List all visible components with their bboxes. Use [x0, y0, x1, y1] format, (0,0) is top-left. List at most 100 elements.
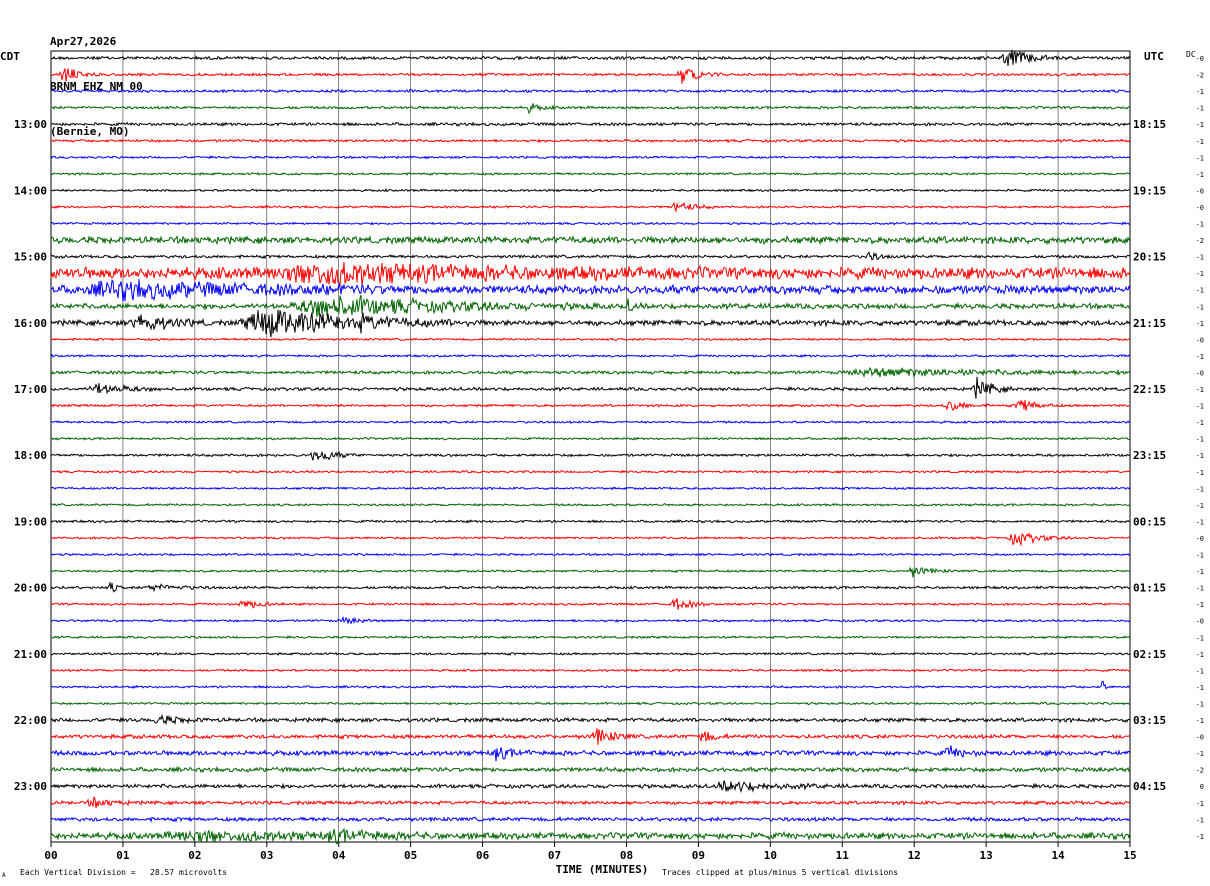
trace-line	[50, 278, 1131, 302]
dc-offset-label: -0	[1196, 55, 1204, 63]
trace-line	[50, 251, 1131, 261]
dc-offset-label: -1	[1196, 684, 1204, 692]
left-hour-label: 16:00	[14, 317, 47, 330]
dc-offset-label: -1	[1196, 436, 1204, 444]
right-hour-label: 21:15	[1133, 317, 1166, 330]
dc-offset-label: -1	[1196, 419, 1204, 427]
dc-offset-label: -1	[1196, 518, 1204, 526]
trace-line	[50, 635, 1131, 640]
x-tick-label: 02	[188, 849, 201, 862]
trace-line	[50, 615, 1131, 625]
dc-offset-label: -1	[1196, 833, 1204, 841]
right-hour-label: 18:15	[1133, 118, 1166, 131]
dc-offset-label: -1	[1196, 469, 1204, 477]
corner-mark: A	[2, 872, 6, 879]
left-hour-label: 17:00	[14, 383, 47, 396]
right-hour-label: 20:15	[1133, 251, 1166, 264]
dc-offset-label: -1	[1196, 717, 1204, 725]
trace-line	[50, 728, 1131, 745]
trace-line	[50, 337, 1131, 342]
scale-note: Each Vertical Division = 28.57 microvolt…	[20, 868, 228, 877]
x-tick-label: 15	[1123, 849, 1136, 862]
x-tick-label: 11	[836, 849, 850, 862]
right-hour-label: 00:15	[1133, 515, 1166, 528]
trace-line	[50, 234, 1131, 246]
dc-offset-label: -1	[1196, 601, 1204, 609]
location-label: (Bernie, MO)	[50, 125, 130, 138]
left-hour-label: 18:00	[14, 449, 47, 462]
trace-line	[50, 780, 1131, 793]
right-hour-label: 04:15	[1133, 780, 1166, 793]
dc-offset-label: -1	[1196, 585, 1204, 593]
x-tick-label: 09	[692, 849, 705, 862]
dc-offset-label: -1	[1196, 287, 1204, 295]
trace-line	[50, 532, 1131, 547]
dc-offset-label: -1	[1196, 452, 1204, 460]
left-hour-label: 19:00	[14, 515, 47, 528]
dc-offset-label: -1	[1196, 800, 1204, 808]
dc-offset-label: -1	[1196, 552, 1204, 560]
dc-offset-label: -1	[1196, 502, 1204, 510]
left-hour-label: 13:00	[14, 118, 47, 131]
left-hour-label: 15:00	[14, 251, 47, 264]
dc-offset-label: -0	[1196, 618, 1204, 626]
trace-line	[50, 680, 1131, 690]
dc-offset-label: -0	[1196, 369, 1204, 377]
dc-offset-label: -1	[1196, 651, 1204, 659]
trace-line	[50, 450, 1131, 461]
x-tick-label: 14	[1051, 849, 1065, 862]
dc-label: DC	[1186, 50, 1196, 59]
right-timezone-label: UTC	[1144, 50, 1164, 63]
trace-line	[50, 713, 1131, 726]
trace-line	[50, 581, 1131, 593]
dc-offset-label: -0	[1196, 187, 1204, 195]
left-hour-label: 22:00	[14, 714, 47, 727]
dc-offset-label: -1	[1196, 138, 1204, 146]
trace-line	[50, 815, 1131, 823]
trace-line	[50, 765, 1131, 774]
trace-line	[50, 49, 1131, 66]
left-hour-label: 20:00	[14, 582, 47, 595]
station-label: BRNM EHZ NM 00	[50, 80, 143, 93]
dc-offset-label: -1	[1196, 403, 1204, 411]
dc-offset-label: -0	[1196, 204, 1204, 212]
dc-offset-label: -2	[1196, 72, 1204, 80]
left-hour-label: 21:00	[14, 648, 47, 661]
trace-line	[50, 376, 1131, 399]
dc-offset-label: -1	[1196, 634, 1204, 642]
dc-offset-label: -1	[1196, 485, 1204, 493]
trace-line	[50, 309, 1131, 338]
trace-line	[51, 745, 1131, 762]
trace-line	[50, 419, 1131, 425]
dc-offset-label: -1	[1196, 750, 1204, 758]
trace-line	[50, 502, 1131, 507]
dc-offset-label: -1	[1196, 105, 1204, 113]
trace-line	[50, 88, 1131, 94]
right-hour-label: 02:15	[1133, 648, 1166, 661]
dc-offset-label: -1	[1196, 88, 1204, 96]
clip-note: Traces clipped at plus/minus 5 vertical …	[662, 868, 899, 877]
trace-line	[50, 221, 1131, 226]
trace-line	[50, 668, 1131, 673]
dc-offset-label: -1	[1196, 171, 1204, 179]
left-timezone-label: CDT	[0, 50, 20, 63]
trace-line	[50, 155, 1131, 160]
dc-offset-label: -1	[1196, 816, 1204, 824]
x-tick-label: 13	[980, 849, 993, 862]
x-tick-label: 04	[332, 849, 346, 862]
date-label: Apr27,2026	[50, 35, 117, 48]
dc-offset-label: -1	[1196, 121, 1204, 129]
dc-offset-label: -0	[1196, 734, 1204, 742]
x-tick-label: 03	[260, 849, 273, 862]
dc-offset-label: -1	[1196, 667, 1204, 675]
trace-line	[50, 353, 1131, 359]
trace-line	[50, 701, 1130, 706]
trace-line	[51, 436, 1131, 441]
dc-offset-label: -0	[1196, 336, 1204, 344]
trace-line	[50, 651, 1131, 656]
right-hour-label: 19:15	[1133, 184, 1166, 197]
trace-line	[50, 138, 1131, 144]
trace-line	[50, 201, 1131, 213]
x-axis-label: TIME (MINUTES)	[556, 863, 649, 876]
